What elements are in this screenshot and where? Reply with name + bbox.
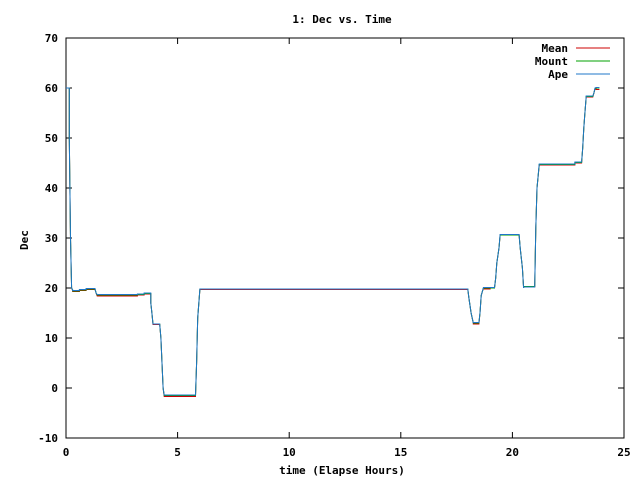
x-tick-label: 10 [283,446,296,459]
y-tick-label: 30 [45,232,58,245]
y-axis-title: Dec [18,230,31,250]
x-tick-label: 0 [63,446,70,459]
x-axis-title: time (Elapse Hours) [279,464,405,477]
x-tick-label: 20 [506,446,519,459]
series-line-ape [66,87,600,396]
y-tick-label: 20 [45,282,58,295]
y-tick-label: 70 [45,32,58,45]
series-layer [66,86,600,397]
y-tick-label: 40 [45,182,58,195]
y-tick-label: 60 [45,82,58,95]
plot-area-border [65,37,625,439]
legend-label-mean: Mean [542,42,569,55]
x-tick-label: 25 [617,446,630,459]
y-axis: -10 0 10 20 30 40 50 60 70 [38,32,624,445]
x-tick-label: 5 [174,446,181,459]
x-tick-label: 15 [394,446,407,459]
chart-title: 1: Dec vs. Time [292,13,392,26]
y-tick-label: -10 [38,432,58,445]
x-axis: 0 5 10 15 20 25 [63,38,631,459]
legend-label-ape: Ape [548,68,568,81]
y-tick-label: 10 [45,332,58,345]
legend-label-mount: Mount [535,55,568,68]
y-tick-label: 50 [45,132,58,145]
plot-frame [65,37,625,439]
y-tick-label: 0 [51,382,58,395]
